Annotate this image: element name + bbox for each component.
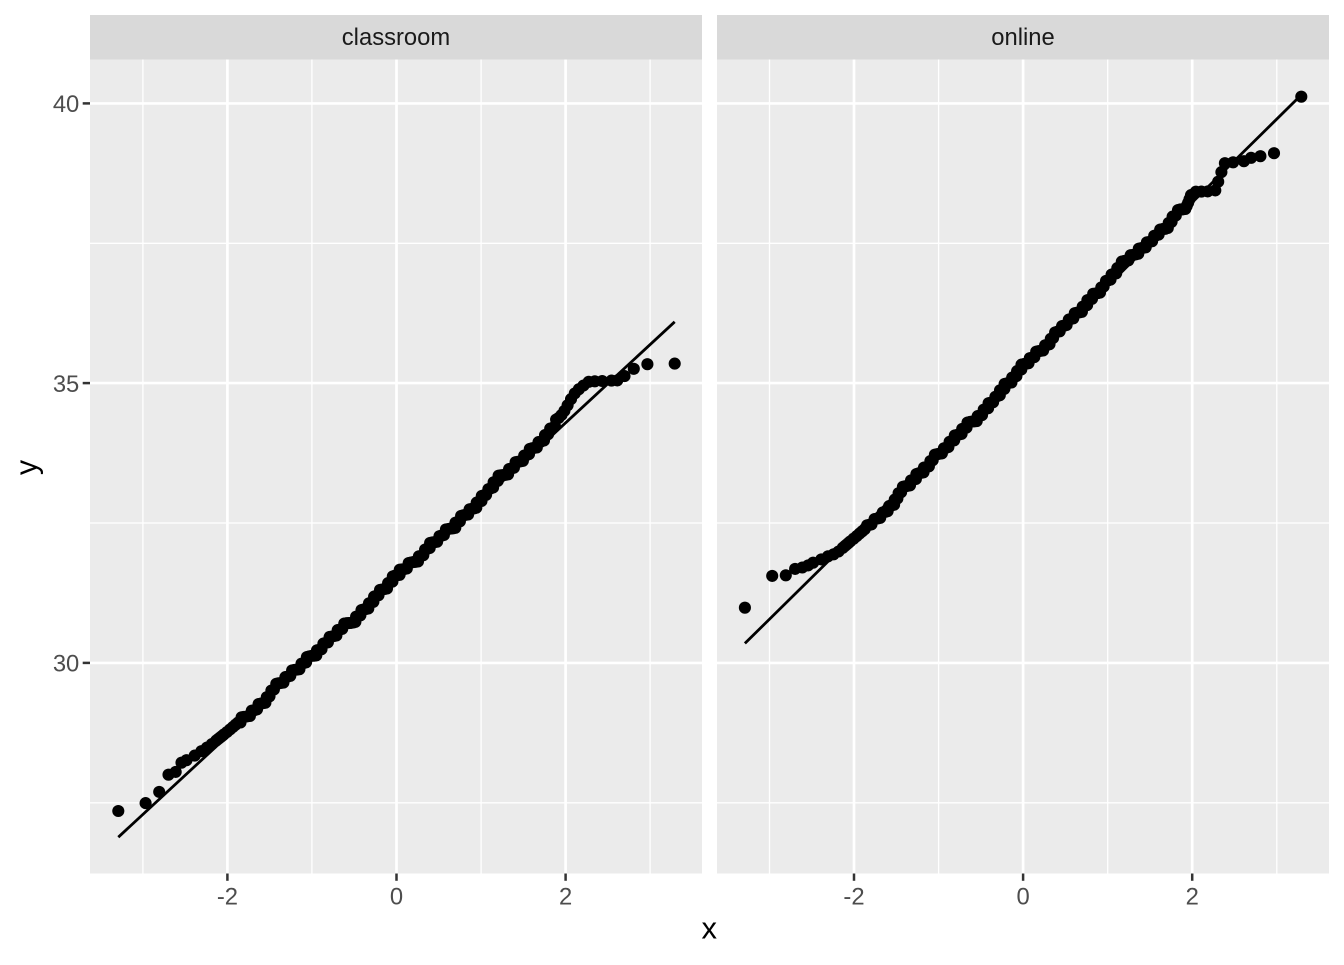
- svg-text:0: 0: [1016, 883, 1029, 910]
- svg-text:0: 0: [390, 883, 403, 910]
- svg-text:30: 30: [53, 651, 79, 678]
- svg-text:-2: -2: [217, 883, 238, 910]
- svg-text:-2: -2: [843, 883, 864, 910]
- svg-text:35: 35: [53, 371, 79, 398]
- svg-text:2: 2: [559, 883, 572, 910]
- svg-text:classroom: classroom: [342, 24, 450, 51]
- svg-text:x: x: [702, 910, 718, 945]
- svg-text:2: 2: [1186, 883, 1199, 910]
- svg-text:online: online: [991, 24, 1055, 51]
- svg-text:40: 40: [53, 91, 79, 118]
- svg-text:y: y: [10, 459, 44, 475]
